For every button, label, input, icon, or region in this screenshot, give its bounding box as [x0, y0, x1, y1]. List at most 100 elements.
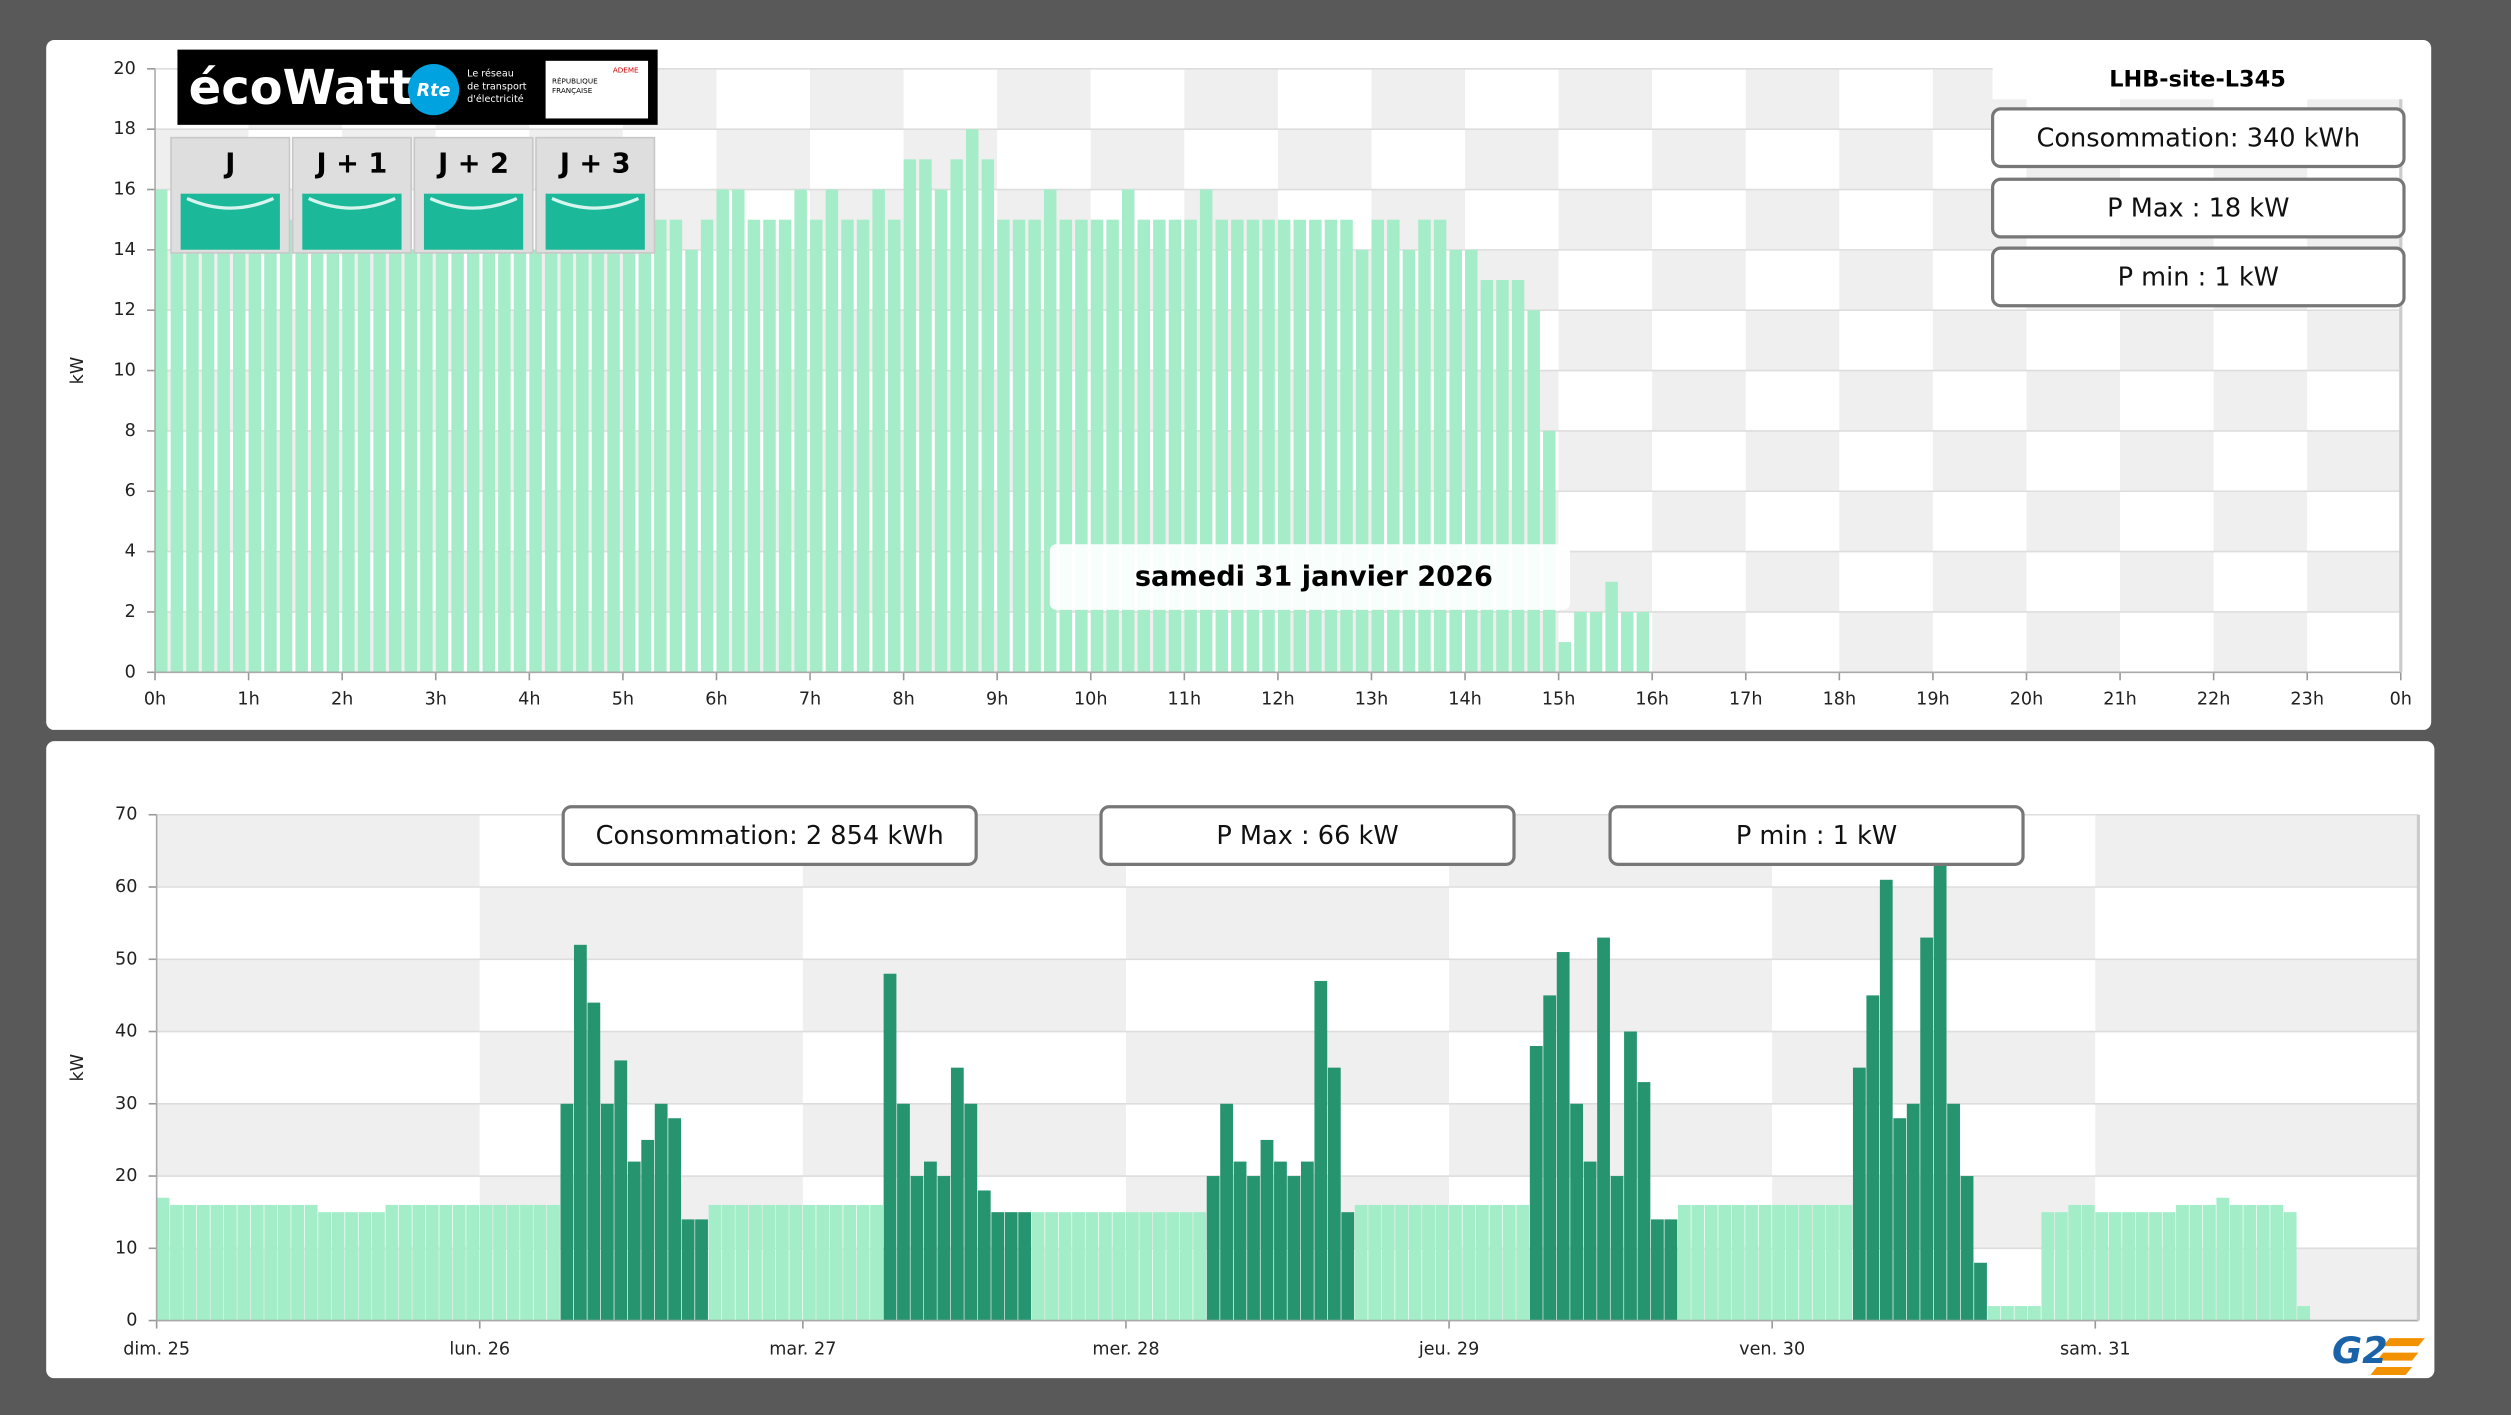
bar — [1529, 1045, 1543, 1321]
bar — [547, 1204, 560, 1321]
bar — [1247, 1176, 1260, 1321]
bar — [398, 1204, 412, 1321]
bar — [439, 1204, 453, 1321]
y-tick-label: 10 — [115, 1238, 137, 1258]
grid-cell — [1465, 129, 1559, 190]
grid-cell — [1371, 370, 1466, 431]
day-wave — [308, 197, 396, 210]
grid-cell — [1125, 1031, 1450, 1104]
bar — [520, 1204, 533, 1321]
bar — [560, 249, 573, 673]
y-tick-label: 60 — [115, 877, 137, 897]
grid-cell — [2120, 491, 2214, 552]
bar — [155, 189, 168, 673]
grid-cell — [1125, 1103, 1450, 1177]
y-tick-label: 4 — [125, 542, 136, 562]
bar — [1574, 611, 1587, 673]
bar — [748, 1204, 762, 1321]
day-wave — [551, 197, 640, 210]
bar — [170, 1204, 183, 1321]
bar — [237, 1204, 251, 1321]
bar — [937, 1176, 951, 1321]
bar — [600, 1103, 614, 1321]
grid-cell — [156, 887, 480, 960]
bar — [533, 1204, 547, 1321]
bar — [591, 249, 605, 673]
y-axis-label: kW — [68, 357, 88, 385]
bar — [2256, 1204, 2270, 1321]
bar — [326, 249, 340, 673]
stat-box — [1991, 246, 2406, 308]
y-tick-label: 14 — [113, 240, 135, 260]
bar — [264, 1204, 278, 1321]
grid-cell — [810, 68, 904, 130]
bar — [358, 1212, 372, 1321]
x-tick-label: 14h — [1448, 689, 1482, 709]
grid-cell — [2213, 551, 2308, 612]
bar — [1502, 1204, 1516, 1321]
bar — [1636, 611, 1650, 673]
bar — [451, 249, 464, 673]
bar — [1475, 1204, 1489, 1321]
bar — [732, 189, 745, 673]
grid-cell — [2213, 370, 2308, 431]
bar — [1589, 611, 1603, 673]
stat-box — [561, 805, 978, 866]
x-tick-label: 15h — [1542, 689, 1576, 709]
bar — [1220, 1103, 1233, 1321]
grid-cell — [1745, 491, 1840, 552]
bar — [1866, 995, 1880, 1321]
bar — [1826, 1204, 1839, 1321]
grid-cell — [1745, 189, 1840, 250]
y-tick-label: 2 — [125, 602, 136, 622]
week-chart: 0 10 20 30 40 50 60 70 dim. 25 lun. 26 mar. 27 mer.… — [68, 805, 2420, 1359]
gov-logo — [545, 60, 649, 119]
grid-cell — [1839, 551, 1933, 612]
bar — [1496, 280, 1509, 673]
grid-cell — [1652, 249, 1746, 311]
y-tick-label: 50 — [115, 949, 137, 969]
stat-text: P min : 1 kW — [2118, 263, 2279, 293]
y-tick-label: 12 — [113, 300, 135, 320]
bar — [425, 1204, 439, 1321]
bar — [1274, 1161, 1287, 1321]
day-wave — [186, 197, 275, 210]
bar — [573, 944, 587, 1321]
bar — [2216, 1197, 2230, 1321]
x-tick-label: 18h — [1823, 689, 1857, 709]
chart-title: LHB-site-L345 — [2109, 67, 2286, 93]
grid-cell — [1184, 129, 1278, 190]
grid-cell — [1932, 310, 2027, 371]
bar — [385, 1204, 399, 1321]
grid-cell — [997, 68, 1091, 130]
bar — [2283, 1212, 2297, 1321]
bar — [2135, 1212, 2149, 1321]
bar — [1314, 980, 1328, 1321]
bar — [829, 1204, 843, 1321]
bar — [197, 1204, 210, 1321]
grid-cell — [2307, 310, 2401, 371]
bar — [856, 1204, 870, 1321]
grid-cell — [1449, 887, 1773, 960]
bar — [513, 249, 527, 673]
bar — [897, 1103, 910, 1321]
y-tick-label: 30 — [115, 1094, 137, 1114]
bar — [1072, 1212, 1085, 1321]
grid-cell — [1465, 68, 1559, 130]
y-tick-label: 40 — [115, 1022, 137, 1042]
grid-cell — [2026, 370, 2121, 431]
grid-cell — [1558, 189, 1653, 250]
grid-cell — [1839, 491, 1933, 552]
bar — [654, 219, 667, 673]
grid-cell — [1371, 249, 1466, 311]
bar — [747, 219, 761, 673]
bar — [794, 189, 807, 673]
grid-cell — [1932, 370, 2027, 431]
bar — [2189, 1204, 2203, 1321]
bar — [1206, 1176, 1220, 1321]
bar — [888, 219, 901, 673]
bar — [277, 1204, 291, 1321]
bar — [1085, 1212, 1099, 1321]
bar — [627, 1161, 641, 1321]
